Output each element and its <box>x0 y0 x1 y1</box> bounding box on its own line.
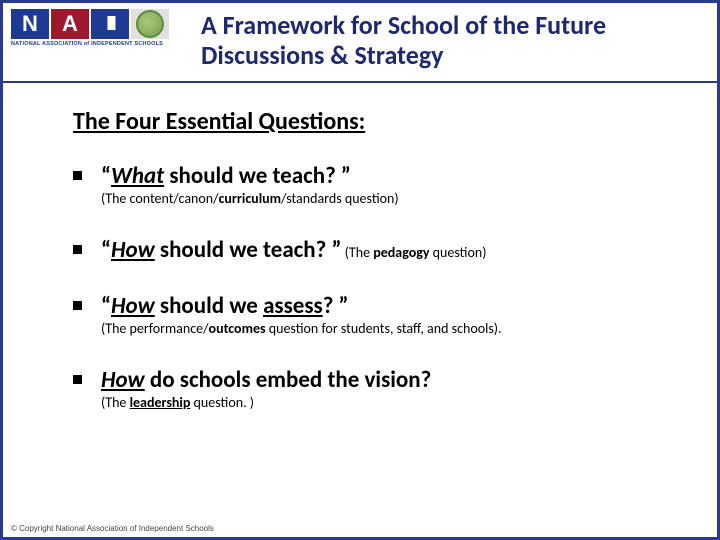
question-main-3: “How should we assess? ” <box>101 292 657 320</box>
q2-isub-post: question) <box>430 244 487 261</box>
q2-isub-bold: pedagogy <box>373 244 429 261</box>
question-item-1: “What should we teach? ” (The content/ca… <box>101 162 657 208</box>
slide-title: A Framework for School of the Future Dis… <box>181 9 707 71</box>
q1-emph: What <box>111 162 164 190</box>
question-sub-3: (The performance/outcomes question for s… <box>101 320 657 338</box>
q3-emph: How <box>111 292 155 320</box>
logo-letter-n: N <box>11 9 49 39</box>
q2-emph: How <box>111 236 155 264</box>
q2-isub-pre: (The <box>342 244 374 261</box>
q4-sub-pre: (The <box>101 394 130 411</box>
question-item-4: How do schools embed the vision? (The le… <box>101 366 657 412</box>
q3-post: ? ” <box>323 292 349 320</box>
question-sub-4: (The leadership question. ) <box>101 394 657 412</box>
logo-letter-i: III <box>91 9 129 39</box>
logo-globe-icon <box>131 9 169 39</box>
q4-sub-uline: leadership <box>130 394 191 411</box>
slide: N A III NATIONAL ASSOCIATION of INDEPEND… <box>0 0 720 540</box>
q3-sub-pre: (The performance/ <box>101 320 209 337</box>
logo-subtitle: NATIONAL ASSOCIATION of INDEPENDENT SCHO… <box>11 41 169 47</box>
q4-sub-post: question. ) <box>190 394 254 411</box>
q1-pre: “ <box>101 162 111 190</box>
slide-header: N A III NATIONAL ASSOCIATION of INDEPEND… <box>3 3 717 83</box>
q3-pre: “ <box>101 292 111 320</box>
logo-letter-a: A <box>51 9 89 39</box>
q2-inline-sub: (The pedagogy question) <box>342 244 487 261</box>
nais-logo: N A III NATIONAL ASSOCIATION of INDEPEND… <box>11 9 169 51</box>
question-main-1: “What should we teach? ” <box>101 162 657 190</box>
q1-post: should we teach? ” <box>164 162 351 190</box>
question-main-4: How do schools embed the vision? <box>101 366 657 394</box>
question-item-3: “How should we assess? ” (The performanc… <box>101 292 657 338</box>
q3-sub-bold: outcomes <box>209 320 266 337</box>
q4-emph: How <box>101 366 145 394</box>
q2-pre: “ <box>101 236 111 264</box>
content-subtitle: The Four Essential Questions: <box>73 107 657 136</box>
question-sub-1: (The content/canon/curriculum/standards … <box>101 190 657 208</box>
q3-uline: assess <box>263 292 323 320</box>
q1-sub-bold: curriculum <box>219 190 281 207</box>
q3-mid: should we <box>155 292 263 320</box>
slide-content: The Four Essential Questions: “What shou… <box>3 83 717 413</box>
question-main-2: “How should we teach? ” (The pedagogy qu… <box>101 236 657 264</box>
copyright-text: © Copyright National Association of Inde… <box>11 524 214 533</box>
q1-sub-post: /standards question) <box>281 190 399 207</box>
q1-sub-pre: (The content/canon/ <box>101 190 219 207</box>
q3-sub-post: question for students, staff, and school… <box>266 320 502 337</box>
q2-post: should we teach? ” <box>155 236 342 264</box>
logo-boxes: N A III <box>11 9 169 39</box>
q4-post: do schools embed the vision? <box>145 366 432 394</box>
question-item-2: “How should we teach? ” (The pedagogy qu… <box>101 236 657 264</box>
questions-list: “What should we teach? ” (The content/ca… <box>73 162 657 413</box>
